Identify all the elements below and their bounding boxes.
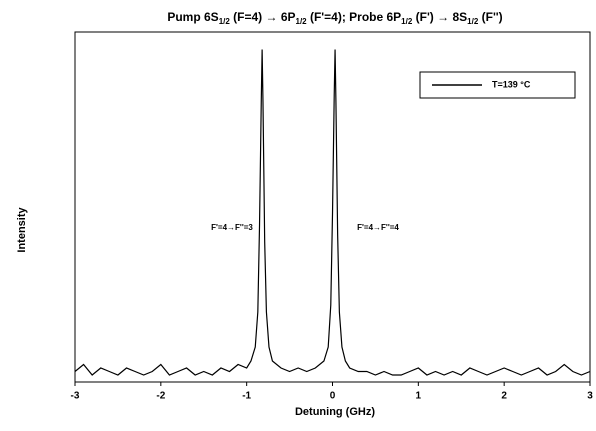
x-tick-label: 0 [330, 391, 336, 402]
legend-label: T=139 °C [492, 79, 531, 89]
title-text: (F'=4); Probe 6P [307, 10, 402, 24]
title-subscript: 1/2 [219, 17, 231, 26]
title-text: Pump 6S [167, 10, 218, 24]
title-subscript: 1/2 [401, 17, 413, 26]
title-text: (F=4) → 6P [230, 10, 296, 24]
annotation: F'=4→F''=4 [357, 223, 399, 232]
x-tick-label: -2 [156, 391, 165, 402]
x-tick-label: -1 [242, 391, 251, 402]
title-subscript: 1/2 [296, 17, 308, 26]
y-axis-label: Intensity [16, 207, 28, 253]
x-axis-label: Detuning (GHz) [295, 406, 375, 418]
x-tick-label: 3 [587, 391, 593, 402]
chart-title: Pump 6S1/2 (F=4) → 6P1/2 (F'=4); Probe 6… [167, 10, 502, 26]
title-text: (F'') [478, 10, 502, 24]
annotation: F'=4→F''=3 [211, 223, 253, 232]
data-line [74, 49, 591, 376]
title-subscript: 1/2 [467, 17, 479, 26]
title-text: (F') → 8S [412, 10, 467, 24]
x-tick-label: 1 [416, 391, 422, 402]
x-tick-label: 2 [501, 391, 507, 402]
x-tick-label: -3 [71, 391, 80, 402]
